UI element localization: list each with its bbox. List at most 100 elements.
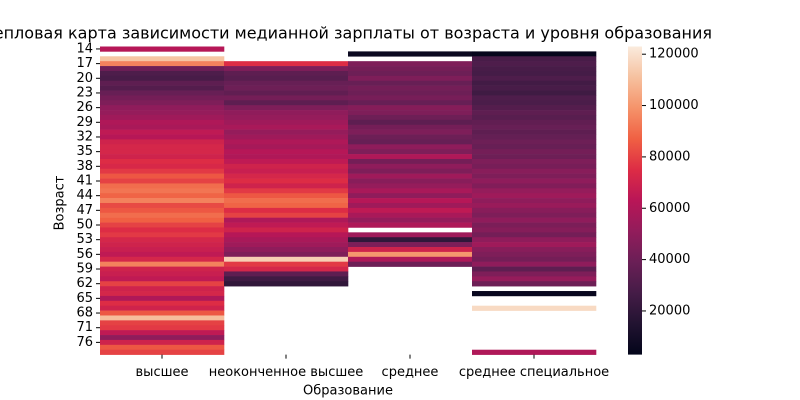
heatmap-cell (472, 75, 597, 82)
y-tick-label: 32 (76, 129, 93, 144)
heatmap-cell (348, 134, 473, 140)
y-tick-label: 47 (76, 203, 93, 218)
y-tick-label: 17 (76, 56, 93, 71)
colorbar-tick-label: 20000 (649, 303, 690, 318)
y-axis-label: Возраст (53, 175, 68, 230)
heatmap-cell (348, 178, 473, 184)
heatmap-cell (224, 90, 349, 96)
heatmap-cell (224, 119, 349, 126)
heatmap-cell (348, 100, 473, 106)
heatmap-cell (100, 56, 225, 62)
heatmap-cell (348, 70, 473, 77)
y-tick-label: 44 (76, 188, 93, 203)
heatmap-cell (100, 163, 225, 170)
heatmap-cell (348, 139, 473, 145)
heatmap-cell (348, 51, 473, 57)
heatmap-cell (100, 144, 225, 150)
heatmap-cell (472, 70, 597, 77)
heatmap-cell (100, 237, 225, 243)
heatmap-cell (472, 222, 597, 228)
heatmap-cell (224, 237, 349, 243)
heatmap-cell (348, 61, 473, 67)
heatmap-cell (100, 310, 225, 316)
heatmap-cell (348, 193, 473, 199)
heatmap-cell (100, 207, 225, 214)
heatmap-cell (224, 114, 349, 121)
y-tick-label: 20 (76, 71, 93, 86)
heatmap-cell (348, 154, 473, 160)
heatmap-cell (348, 242, 473, 248)
heatmap-cell (348, 251, 473, 258)
heatmap-cell (224, 110, 349, 116)
heatmap-cell (472, 154, 597, 160)
y-tick-label: 76 (76, 335, 93, 350)
heatmap-cell (348, 163, 473, 170)
heatmap-cell (224, 75, 349, 82)
heatmap-cell (224, 276, 349, 282)
heatmap-cell (224, 256, 349, 262)
heatmap-cell (472, 271, 597, 277)
heatmap-cell (100, 247, 225, 253)
heatmap-cell (472, 207, 597, 214)
heatmap-cell (348, 95, 473, 101)
heatmap-cell (100, 222, 225, 228)
heatmap-cell (224, 281, 349, 287)
heatmap-cell (348, 212, 473, 218)
heatmap-cell (100, 325, 225, 331)
heatmap-cell (472, 95, 597, 101)
heatmap-cell (100, 139, 225, 145)
heatmap-cell (100, 276, 225, 282)
heatmap-cell (224, 100, 349, 106)
heatmap-cell (100, 105, 225, 111)
heatmap-cell (348, 129, 473, 135)
heatmap-cell (224, 149, 349, 155)
heatmap-cell (348, 105, 473, 111)
heatmap-cell (100, 124, 225, 130)
heatmap-cell (472, 51, 597, 57)
heatmap-cell (224, 193, 349, 199)
heatmap-cell (348, 119, 473, 126)
heatmap-cell (472, 237, 597, 243)
heatmap-cell (348, 124, 473, 130)
heatmap-cell (224, 242, 349, 248)
heatmap-cell (224, 261, 349, 267)
heatmap-cell (348, 114, 473, 121)
heatmap-cell (472, 227, 597, 233)
heatmap-cell (472, 251, 597, 258)
heatmap-cell (348, 217, 473, 223)
heatmap-cell (348, 198, 473, 204)
heatmap-cell (472, 217, 597, 223)
heatmap-cell (348, 75, 473, 82)
y-tick-label: 35 (76, 144, 93, 159)
heatmap-cell (472, 247, 597, 253)
heatmap-cell (348, 90, 473, 96)
heatmap-cell (472, 149, 597, 155)
heatmap-cell (100, 158, 225, 165)
heatmap-cell (348, 237, 473, 243)
heatmap-cell (224, 178, 349, 184)
heatmap-cell (100, 66, 225, 72)
heatmap-cell (100, 193, 225, 199)
heatmap-cell (472, 202, 597, 209)
y-tick-label: 29 (76, 115, 93, 130)
heatmap-cell (472, 114, 597, 121)
x-tick-label: высшее (136, 365, 189, 380)
heatmap-cell (348, 261, 473, 267)
heatmap-cell (472, 291, 597, 297)
heatmap-cell (224, 217, 349, 223)
heatmap-cell (472, 119, 597, 126)
heatmap-cell (348, 232, 473, 238)
heatmap-cell (472, 232, 597, 238)
heatmap-cell (224, 188, 349, 194)
heatmap-cell (100, 173, 225, 179)
heatmap-cell (100, 114, 225, 121)
heatmap-cell (348, 158, 473, 165)
y-tick-label: 71 (76, 320, 93, 335)
heatmap-cell (472, 144, 597, 150)
heatmap-cell (472, 183, 597, 189)
x-tick-label: неоконченное высшее (209, 365, 363, 380)
heatmap-cell (100, 291, 225, 297)
heatmap-cell (100, 266, 225, 272)
heatmap-cell (100, 217, 225, 223)
y-tick-label: 65 (76, 291, 93, 306)
